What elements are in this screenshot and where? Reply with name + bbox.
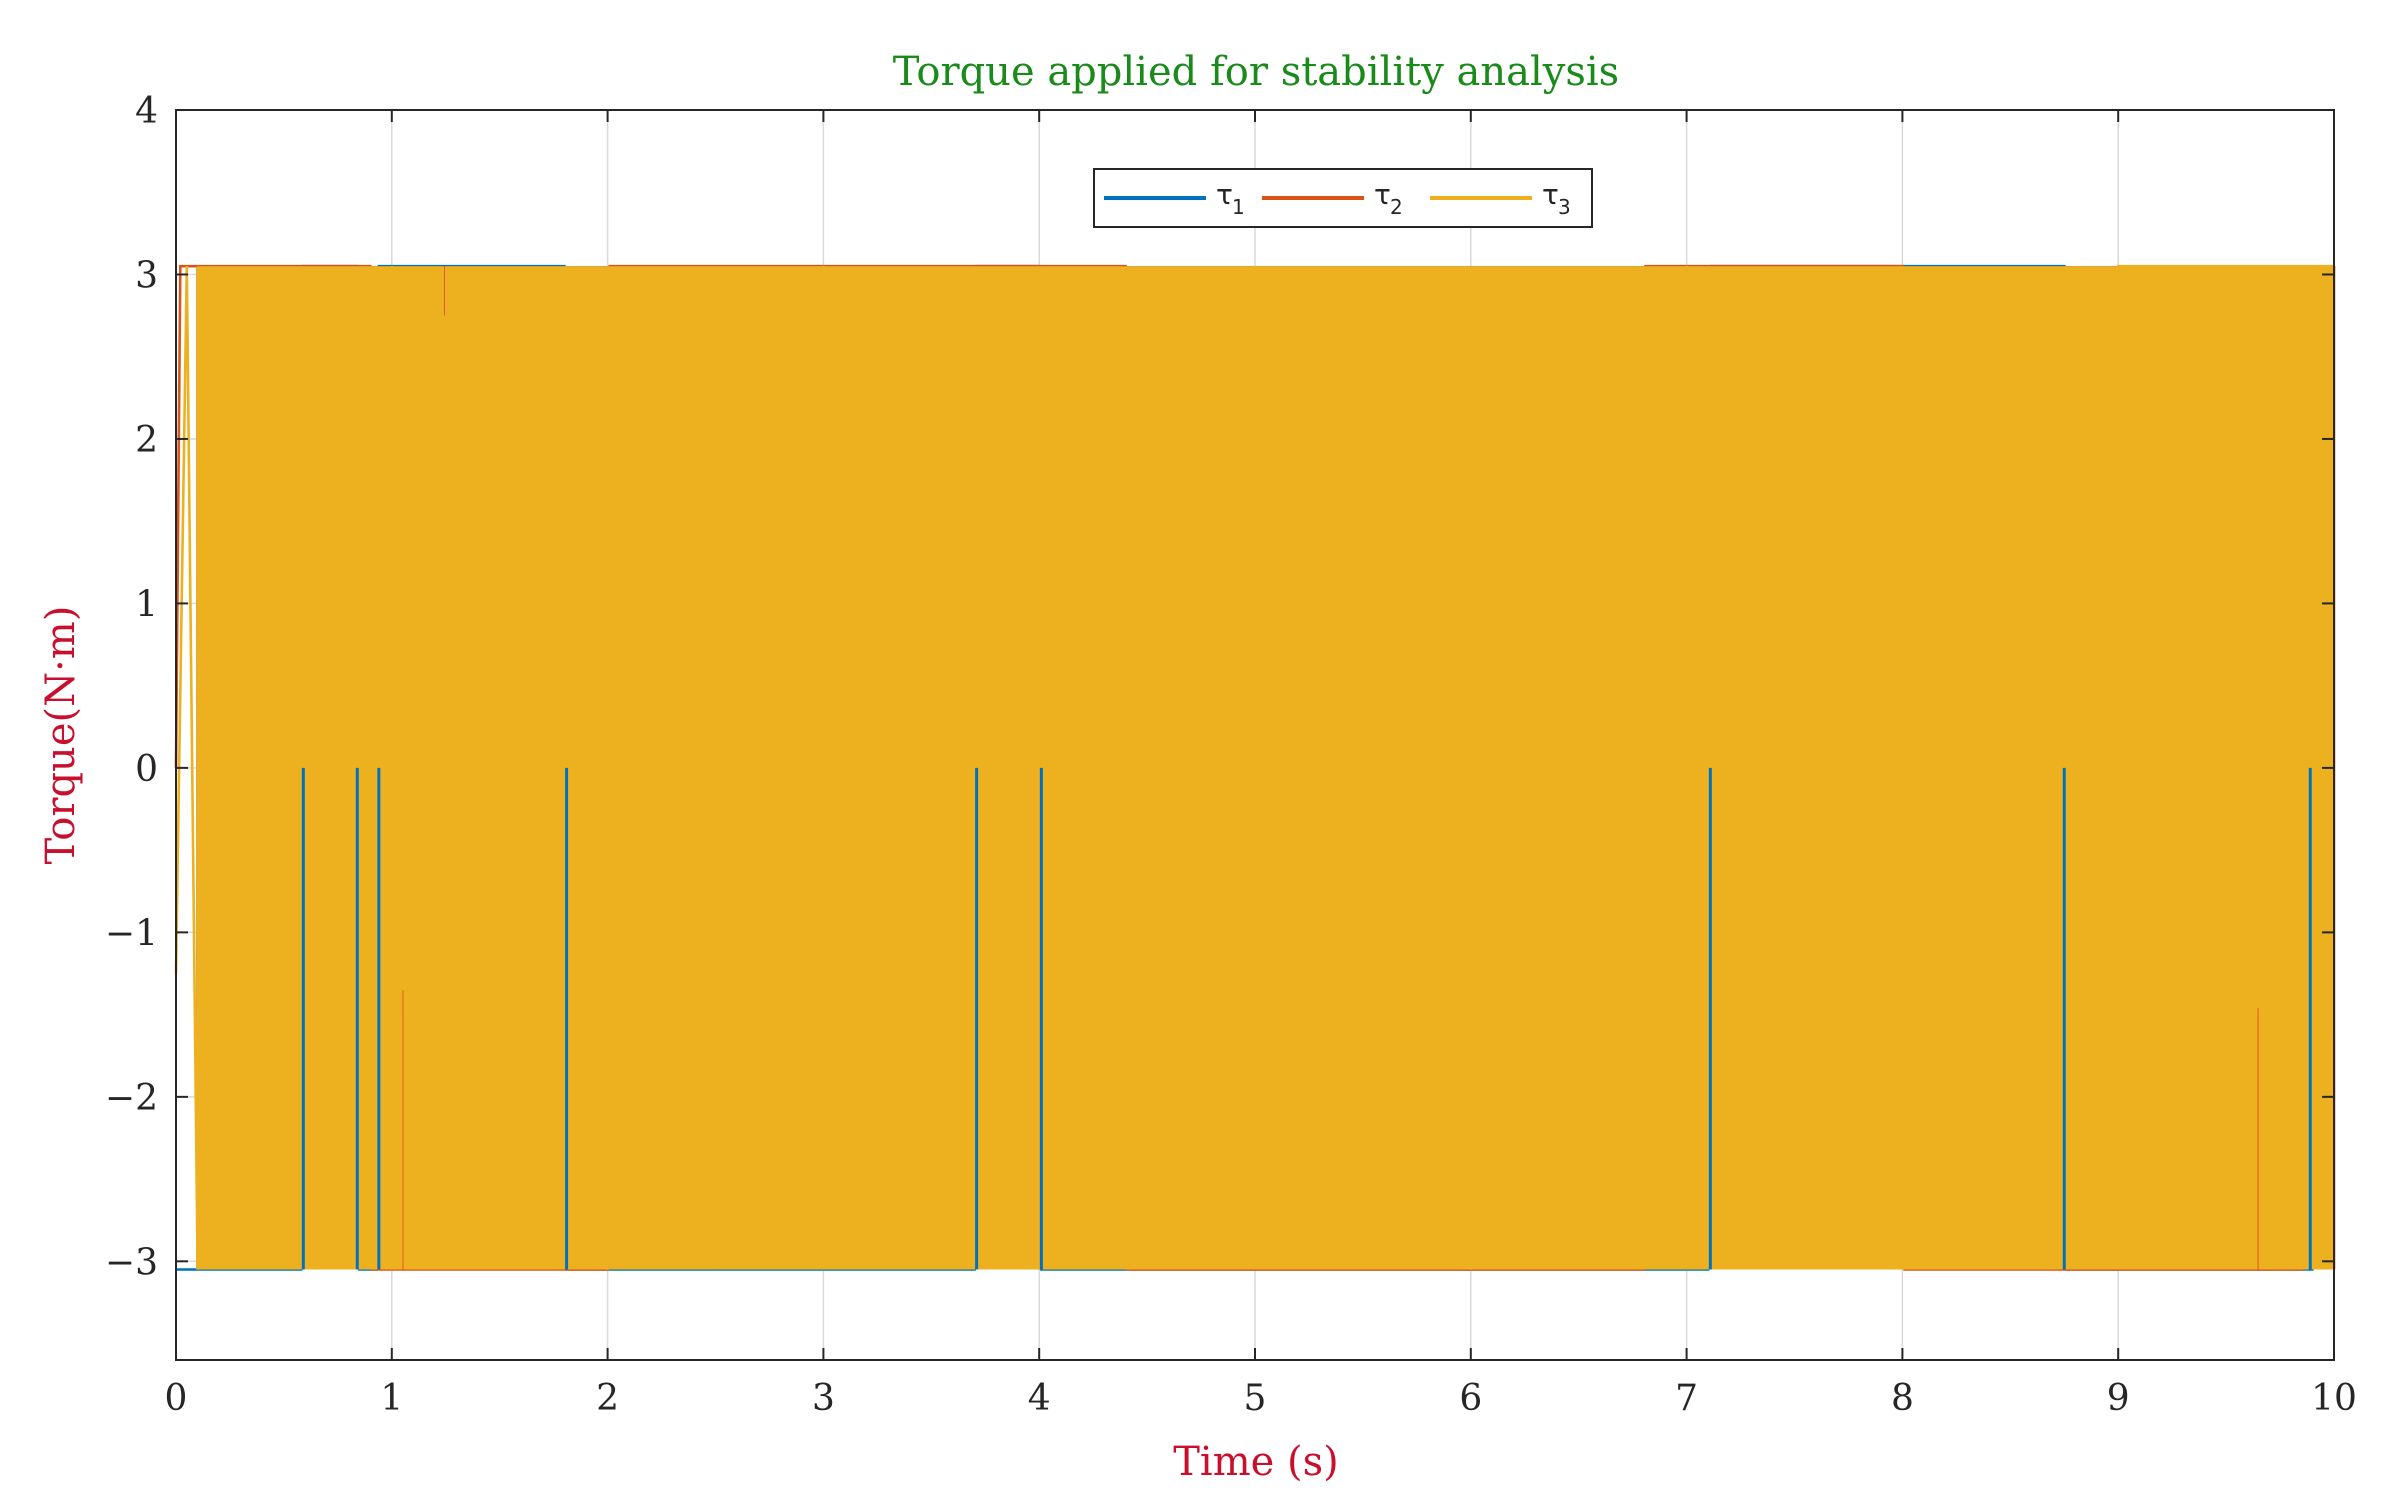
x-axis-label: Time (s): [1173, 1439, 1339, 1485]
y-tick-label: 0: [135, 749, 158, 790]
series-3: [174, 264, 2336, 1270]
y-tick-label: 1: [135, 584, 158, 625]
series-layer: [174, 264, 2336, 1271]
x-tick-label: 4: [1028, 1378, 1051, 1419]
y-tick-label: 4: [135, 91, 158, 132]
series-1-spikes: [301, 767, 2312, 1270]
legend-subscript-1: 1: [1232, 195, 1245, 219]
series-3-band: [196, 266, 2336, 1270]
x-tick-label: 10: [2311, 1378, 2357, 1419]
y-tick-label: 3: [135, 255, 158, 296]
legend-label-1: τ: [1216, 178, 1233, 211]
y-axis: −3 −2 −1 0 1 2 3 4: [105, 91, 2334, 1283]
legend-subscript-3: 3: [1558, 195, 1571, 219]
y-tick-label: 2: [135, 420, 158, 461]
x-tick-label: 3: [812, 1378, 835, 1419]
legend-label-3: τ: [1542, 178, 1559, 211]
x-tick-label: 2: [596, 1378, 619, 1419]
x-tick-label: 9: [2107, 1378, 2130, 1419]
x-tick-label: 0: [165, 1378, 188, 1419]
y-tick-label: −1: [105, 913, 158, 954]
x-tick-label: 7: [1675, 1378, 1698, 1419]
legend-subscript-2: 2: [1390, 195, 1403, 219]
x-tick-label: 1: [380, 1378, 403, 1419]
x-axis: 0 1 2 3 4 5 6 7 8 9 10: [165, 110, 2357, 1419]
series-3-line: [174, 264, 2334, 1270]
y-tick-label: −2: [105, 1078, 158, 1119]
x-tick-label: 5: [1244, 1378, 1267, 1419]
chart-title: Torque applied for stability analysis: [893, 49, 1619, 95]
x-tick-label: 8: [1891, 1378, 1914, 1419]
legend-label-2: τ: [1374, 178, 1391, 211]
y-tick-label: −3: [105, 1242, 158, 1283]
x-tick-label: 6: [1459, 1378, 1482, 1419]
y-axis-label: Torque(N·m): [38, 606, 84, 865]
